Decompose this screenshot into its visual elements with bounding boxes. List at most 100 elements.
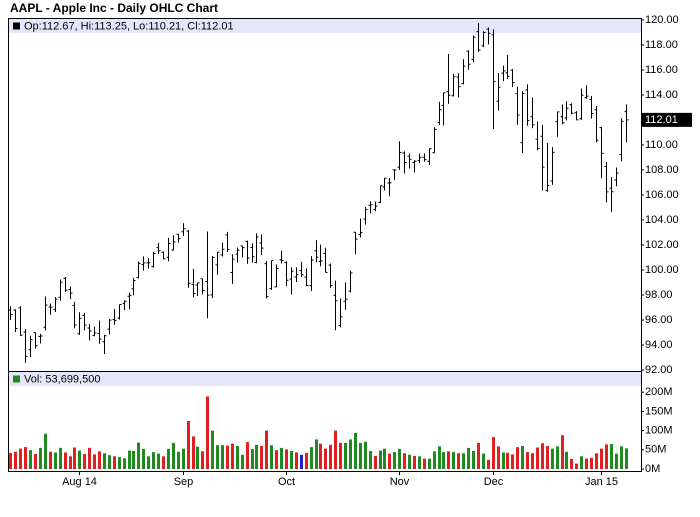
volume-bar	[187, 421, 190, 469]
y-tick-label: 150M	[645, 405, 673, 417]
volume-bar	[349, 439, 352, 469]
volume-bar	[319, 443, 322, 469]
volume-bar	[108, 455, 111, 469]
y-tick-label: 118.00	[645, 39, 678, 51]
x-tick-label: Sep	[174, 476, 194, 488]
x-tick-label: Nov	[390, 476, 410, 488]
x-tick-label: Oct	[278, 476, 295, 488]
volume-bar	[418, 456, 421, 469]
price-frame	[8, 18, 642, 372]
volume-bar	[255, 444, 258, 469]
volume-bar	[388, 453, 391, 469]
volume-bar	[128, 450, 131, 469]
volume-bar	[551, 448, 554, 469]
volume-bar	[324, 448, 327, 469]
volume-bar	[226, 445, 229, 469]
volume-bar	[93, 454, 96, 469]
volume-bar	[231, 443, 234, 469]
volume-legend: Vol: 53,699,500	[24, 373, 100, 385]
y-tick-label: 116.00	[645, 64, 678, 76]
y-tick-label: 120.00	[645, 14, 679, 26]
volume-bar	[49, 451, 52, 469]
price-legend-strip	[9, 19, 641, 33]
y-tick-label: 200M	[645, 386, 673, 398]
volume-bar	[541, 443, 544, 469]
volume-bar	[73, 447, 76, 469]
volume-bar	[98, 451, 101, 469]
last-price-label: 112.01	[645, 114, 678, 126]
volume-bar	[423, 458, 426, 469]
volume-bar	[605, 444, 608, 469]
volume-bar	[19, 448, 22, 469]
volume-bar	[364, 441, 367, 469]
volume-bar	[24, 447, 27, 469]
volume-bar	[585, 458, 588, 469]
y-tick-label: 92.00	[645, 364, 673, 376]
volume-bar	[526, 452, 529, 469]
volume-bar	[398, 449, 401, 469]
chart-title: AAPL - Apple Inc - Daily OHLC Chart	[10, 1, 218, 15]
volume-bar	[511, 454, 514, 469]
volume-bar	[300, 454, 303, 469]
volume-bar	[295, 452, 298, 469]
volume-legend-strip	[9, 372, 641, 386]
volume-bar	[265, 430, 268, 469]
volume-bar	[438, 446, 441, 469]
x-tick-label: Dec	[484, 476, 504, 488]
volume-bar	[379, 450, 382, 469]
volume-bar	[433, 451, 436, 469]
volume-bar	[369, 450, 372, 469]
volume-bar	[113, 456, 116, 469]
y-tick-label: 100M	[645, 425, 673, 437]
volume-bar	[339, 442, 342, 469]
volume-bar	[625, 448, 628, 469]
volume-bar	[359, 442, 362, 469]
volume-bar	[354, 432, 357, 469]
x-tick-label: Aug 14	[62, 476, 97, 488]
volume-bar	[59, 447, 62, 469]
volume-bar	[192, 436, 195, 469]
volume-bar	[142, 449, 145, 469]
volume-bar	[575, 463, 578, 469]
volume-bar	[457, 453, 460, 469]
legend-swatch	[13, 22, 20, 30]
volume-bar	[182, 448, 185, 469]
y-tick-label: 106.00	[645, 189, 679, 201]
volume-bar	[123, 458, 126, 469]
volume-bar	[546, 445, 549, 469]
volume-bar	[615, 453, 618, 469]
volume-bar	[201, 451, 204, 469]
legend-swatch	[13, 375, 20, 383]
last-price-tag	[642, 112, 692, 127]
volume-bar	[565, 451, 568, 469]
volume-bar	[334, 430, 337, 469]
y-tick-label: 114.00	[645, 89, 678, 101]
volume-bar	[14, 451, 17, 469]
volume-bar	[487, 459, 490, 469]
volume-bar	[157, 453, 160, 469]
volume-bar	[462, 453, 465, 469]
volume-bar	[595, 453, 598, 469]
volume-bar	[39, 447, 42, 469]
volume-bar	[492, 437, 495, 469]
volume-bar	[521, 445, 524, 469]
volume-bar	[506, 452, 509, 469]
volume-bar	[600, 448, 603, 469]
volume-bar	[428, 458, 431, 469]
volume-bar	[383, 448, 386, 469]
volume-bar	[556, 446, 559, 469]
volume-bar	[206, 396, 209, 469]
volume-bar	[167, 449, 170, 469]
volume-bar	[285, 449, 288, 469]
volume-bar	[172, 442, 175, 469]
volume-bar	[502, 452, 505, 469]
y-tick-label: 100.00	[645, 264, 679, 276]
volume-bar	[310, 447, 313, 469]
y-tick-label: 108.00	[645, 164, 679, 176]
volume-bar	[270, 445, 273, 469]
volume-bar	[246, 442, 249, 469]
volume-bar	[147, 456, 150, 469]
volume-bar	[103, 453, 106, 469]
